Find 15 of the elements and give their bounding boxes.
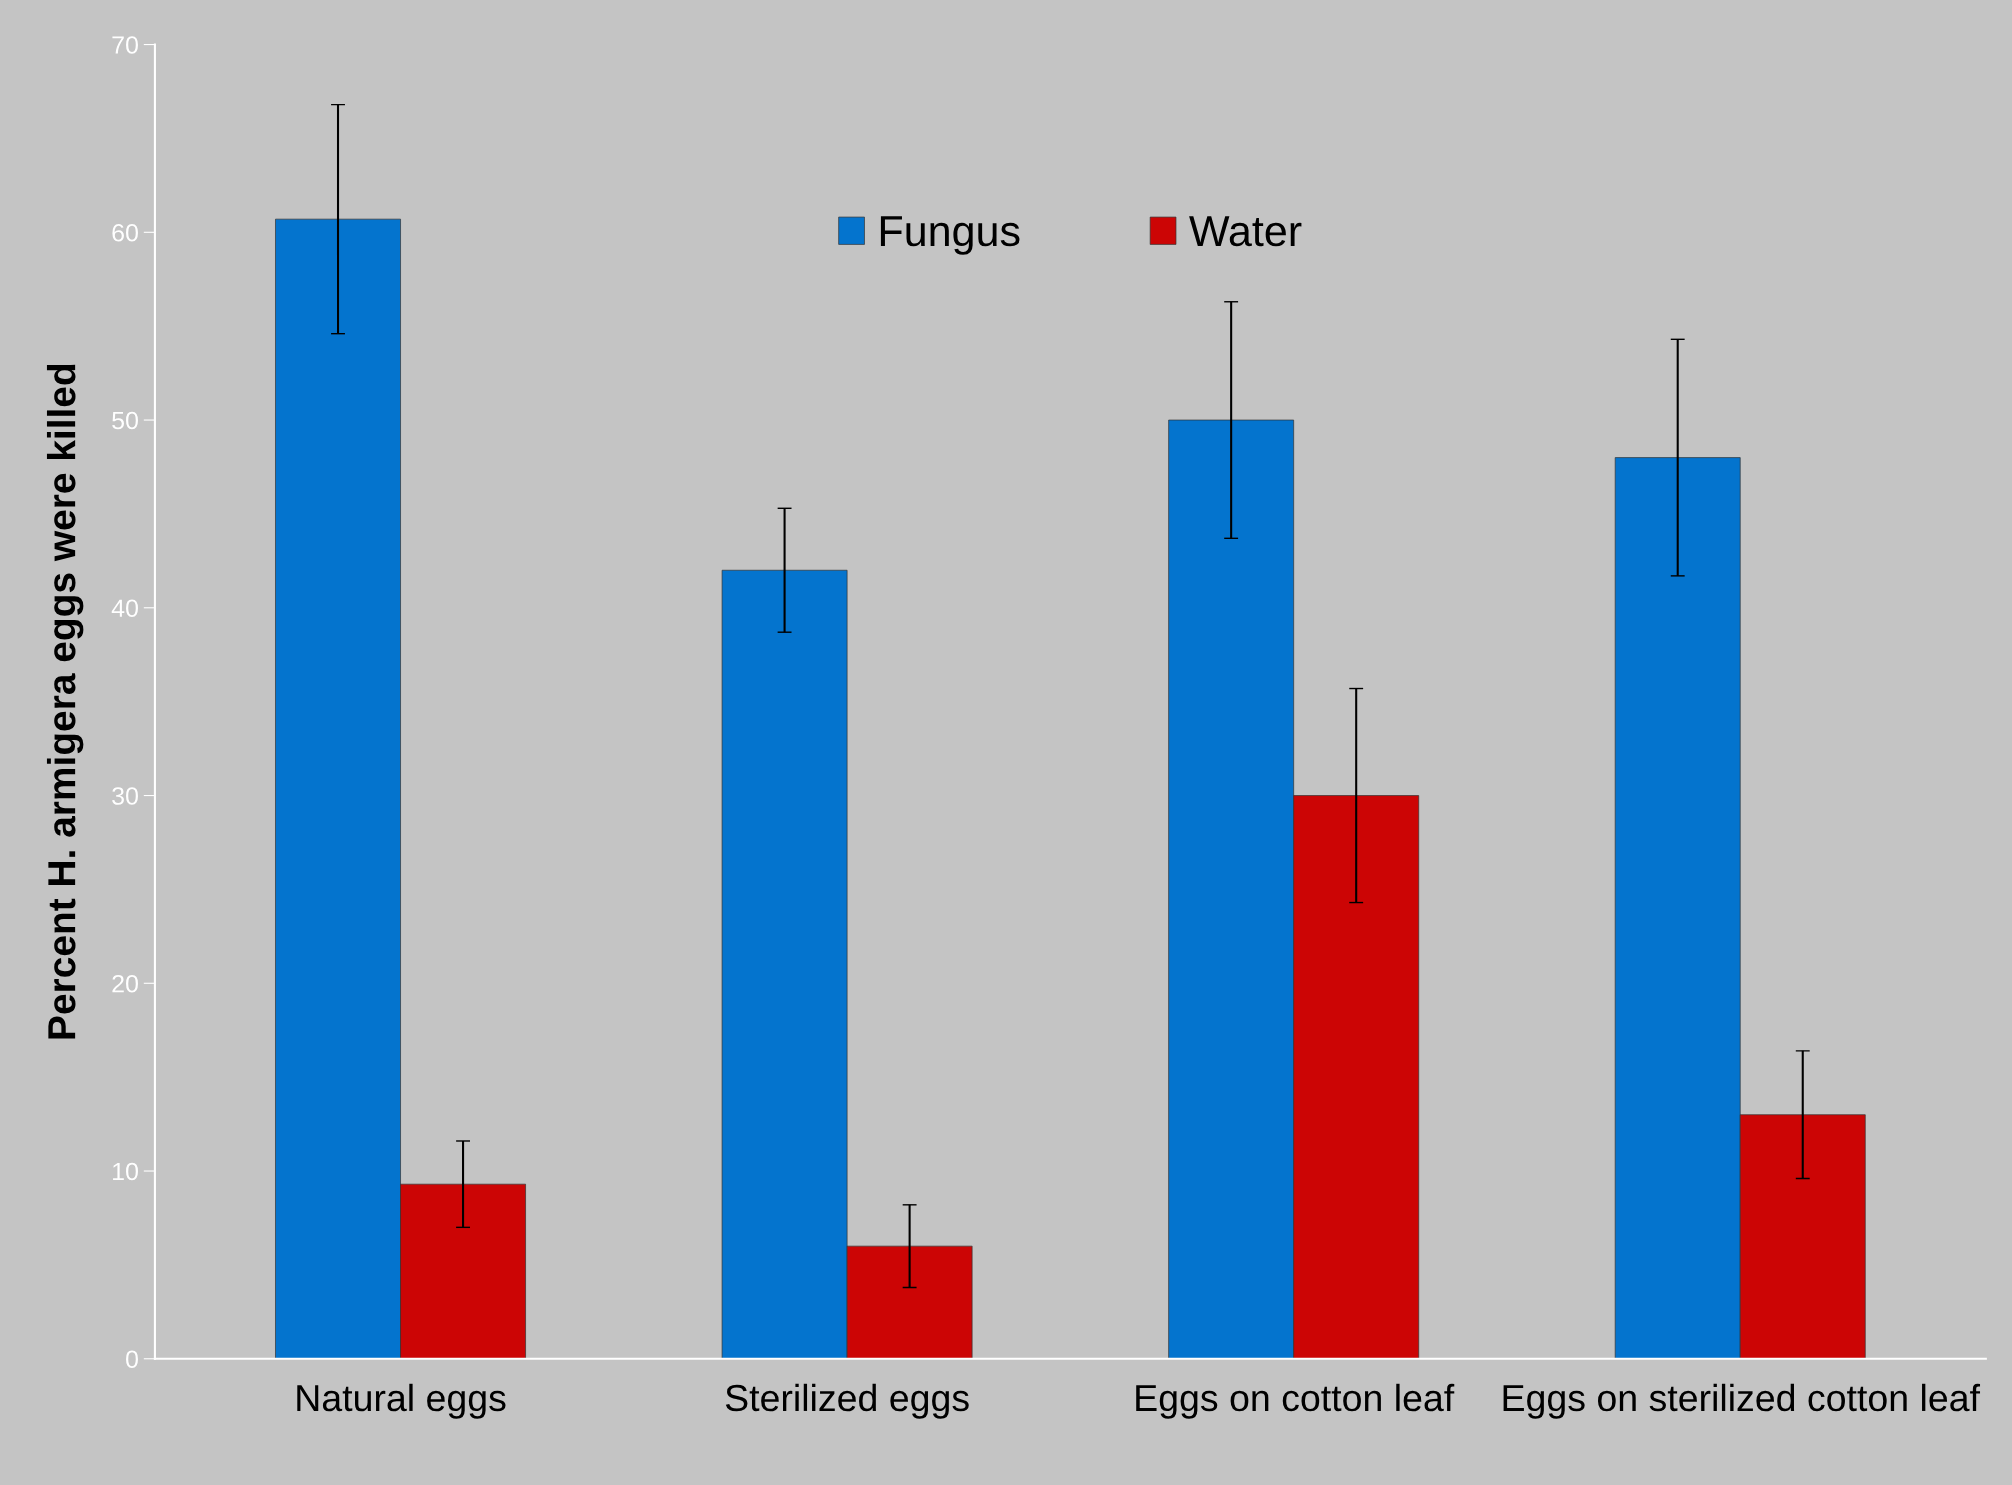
y-tick-label: 70 [112,36,138,54]
y-tick-label: 40 [111,599,138,618]
legend-label: Water [1189,216,1302,247]
y-tick-label: 0 [126,1350,138,1369]
x-tick-label: Natural eggs [297,1383,506,1419]
x-tick-label: Eggs on cotton leaf [1136,1383,1455,1419]
x-tick-label: Sterilized eggs [725,1383,969,1419]
y-tick-label: 20 [112,974,138,993]
y-tick-label: 50 [112,411,138,430]
y-tick-label: 30 [112,787,138,805]
y-tick-label: 60 [112,223,138,242]
legend-label: Fungus [880,216,1020,255]
x-tick-label: Eggs on sterilized cotton leaf [1503,1383,1981,1419]
y-tick-label: 10 [113,1162,138,1181]
y-axis-title: Percent H. armigera eggs were killed [46,364,84,1039]
